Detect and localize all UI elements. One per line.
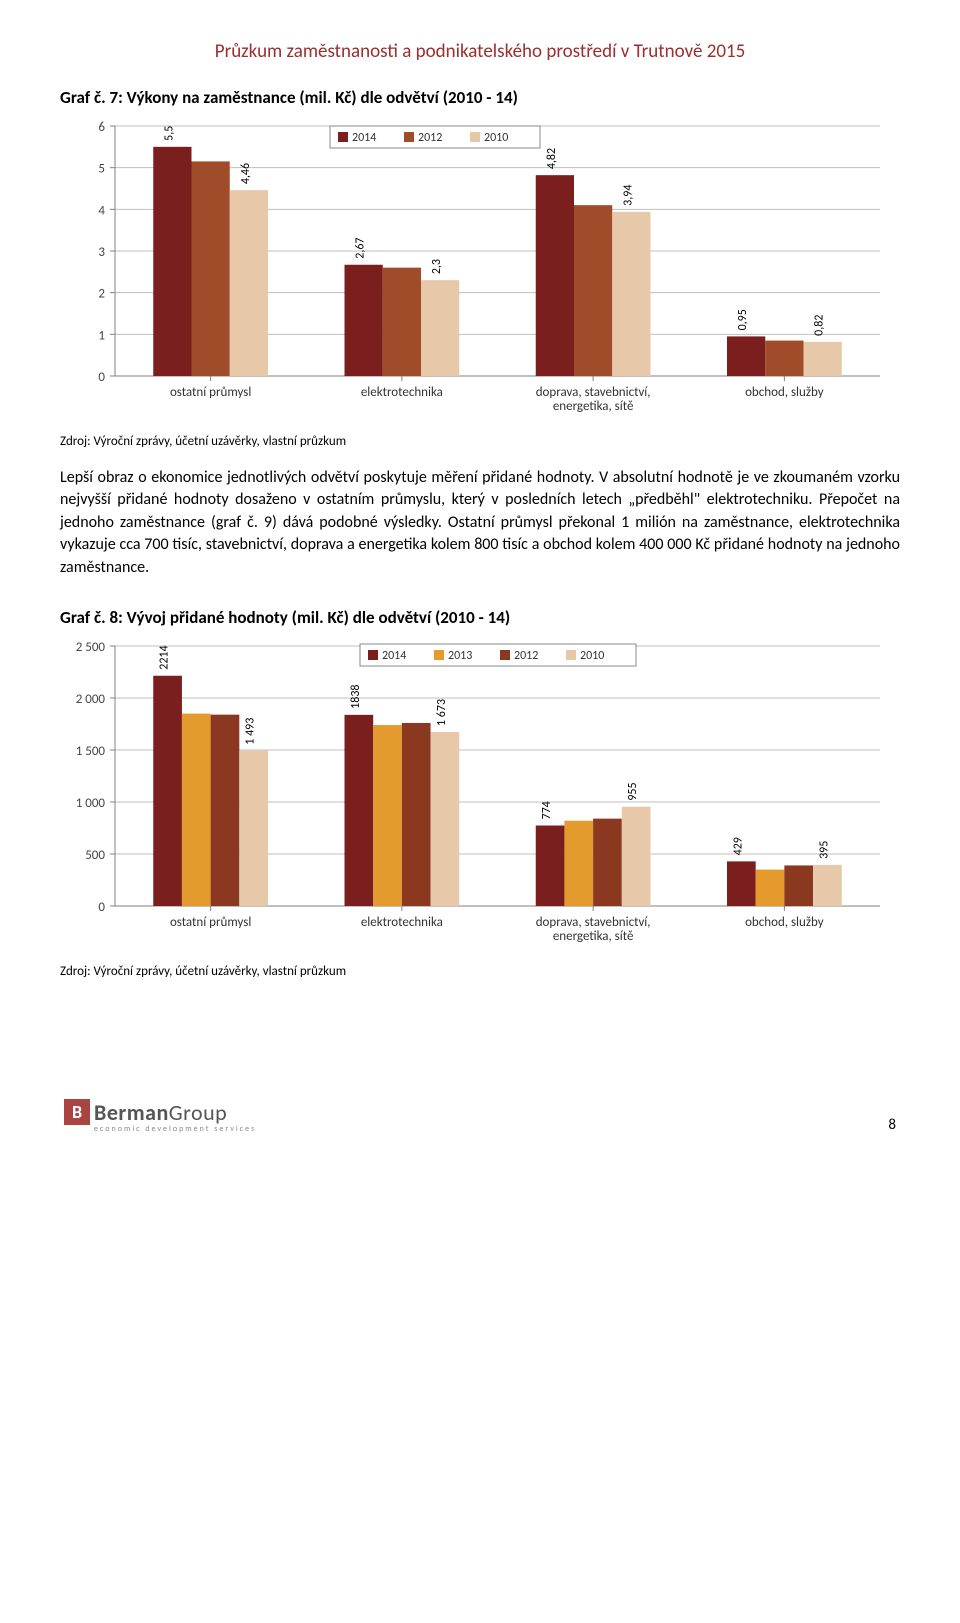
svg-text:500: 500	[85, 848, 105, 863]
chart1: 0 1 2 3 4 5 6 ostatní průmysl elektrotechnika dop…	[60, 116, 900, 426]
svg-text:5,5: 5,5	[162, 126, 176, 141]
paragraph-1: Lepší obraz o ekonomice jednotlivých odv…	[60, 467, 900, 579]
svg-text:2014: 2014	[352, 131, 376, 145]
svg-text:6: 6	[98, 120, 105, 135]
svg-text:1 500: 1 500	[76, 744, 106, 759]
logo-text-b: Group	[169, 1099, 227, 1126]
svg-text:2012: 2012	[514, 649, 538, 663]
svg-text:3: 3	[98, 245, 105, 260]
svg-text:0,95: 0,95	[736, 309, 750, 330]
svg-text:1838: 1838	[349, 684, 363, 708]
svg-text:2012: 2012	[418, 131, 442, 145]
svg-text:2013: 2013	[448, 649, 472, 663]
footer-logo: B BermanGroup economic development servi…	[64, 1099, 256, 1134]
svg-text:2,3: 2,3	[430, 259, 444, 274]
logo-text-a: Berman	[94, 1099, 169, 1126]
logo-subtitle: economic development services	[94, 1124, 256, 1134]
svg-text:obchod, služby: obchod, služby	[745, 915, 824, 930]
svg-text:429: 429	[731, 837, 745, 855]
svg-text:doprava, stavebnictví,: doprava, stavebnictví,	[536, 915, 651, 930]
chart1-title: Graf č. 7: Výkony na zaměstnance (mil. K…	[60, 87, 900, 108]
svg-text:4: 4	[98, 203, 105, 218]
svg-text:2214: 2214	[158, 645, 172, 669]
chart1-svg: 0 1 2 3 4 5 6 ostatní průmysl elektrotechnika dop…	[60, 116, 900, 426]
page-header: Průzkum zaměstnanosti a podnikatelského …	[60, 40, 900, 63]
svg-text:2 000: 2 000	[76, 692, 106, 707]
svg-text:1: 1	[98, 328, 105, 343]
svg-text:1 673: 1 673	[435, 699, 449, 726]
svg-text:5: 5	[98, 162, 105, 177]
svg-text:elektrotechnika: elektrotechnika	[361, 915, 443, 930]
logo-text: BermanGroup	[94, 1099, 227, 1126]
svg-text:2010: 2010	[580, 649, 604, 663]
chart2-title: Graf č. 8: Vývoj přidané hodnoty (mil. K…	[60, 607, 900, 628]
svg-text:0: 0	[98, 370, 105, 385]
svg-text:955: 955	[626, 782, 640, 800]
svg-text:1 493: 1 493	[244, 718, 258, 745]
svg-text:395: 395	[817, 841, 831, 859]
svg-text:0: 0	[98, 900, 105, 915]
page-number: 8	[888, 1116, 896, 1134]
svg-text:0,82: 0,82	[813, 315, 827, 336]
svg-text:ostatní průmysl: ostatní průmysl	[170, 385, 251, 400]
logo-icon: B	[64, 1099, 90, 1125]
chart2: 0 500 1 000 1 500 2 000 2 500 ostatní průmysl e…	[60, 636, 900, 956]
svg-text:2,67: 2,67	[354, 238, 368, 259]
svg-text:ostatní průmysl: ostatní průmysl	[170, 915, 251, 930]
svg-text:doprava, stavebnictví,: doprava, stavebnictví,	[536, 385, 651, 400]
svg-text:2: 2	[98, 287, 105, 302]
svg-text:1 000: 1 000	[76, 796, 106, 811]
svg-text:2 500: 2 500	[76, 640, 106, 655]
svg-text:3,94: 3,94	[621, 185, 635, 206]
chart1-source: Zdroj: Výroční zprávy, účetní uzávěrky, …	[60, 434, 900, 449]
chart2-source: Zdroj: Výroční zprávy, účetní uzávěrky, …	[60, 964, 900, 979]
svg-text:4,46: 4,46	[239, 163, 253, 184]
svg-text:4,82: 4,82	[545, 148, 559, 169]
svg-text:energetika, sítě: energetika, sítě	[553, 399, 634, 414]
svg-text:2014: 2014	[382, 649, 406, 663]
svg-text:774: 774	[540, 801, 554, 819]
svg-text:obchod, služby: obchod, služby	[745, 385, 824, 400]
chart2-svg: 0 500 1 000 1 500 2 000 2 500 ostatní průmysl e…	[60, 636, 900, 956]
svg-text:elektrotechnika: elektrotechnika	[361, 385, 443, 400]
svg-text:2010: 2010	[484, 131, 508, 145]
svg-text:energetika, sítě: energetika, sítě	[553, 929, 634, 944]
